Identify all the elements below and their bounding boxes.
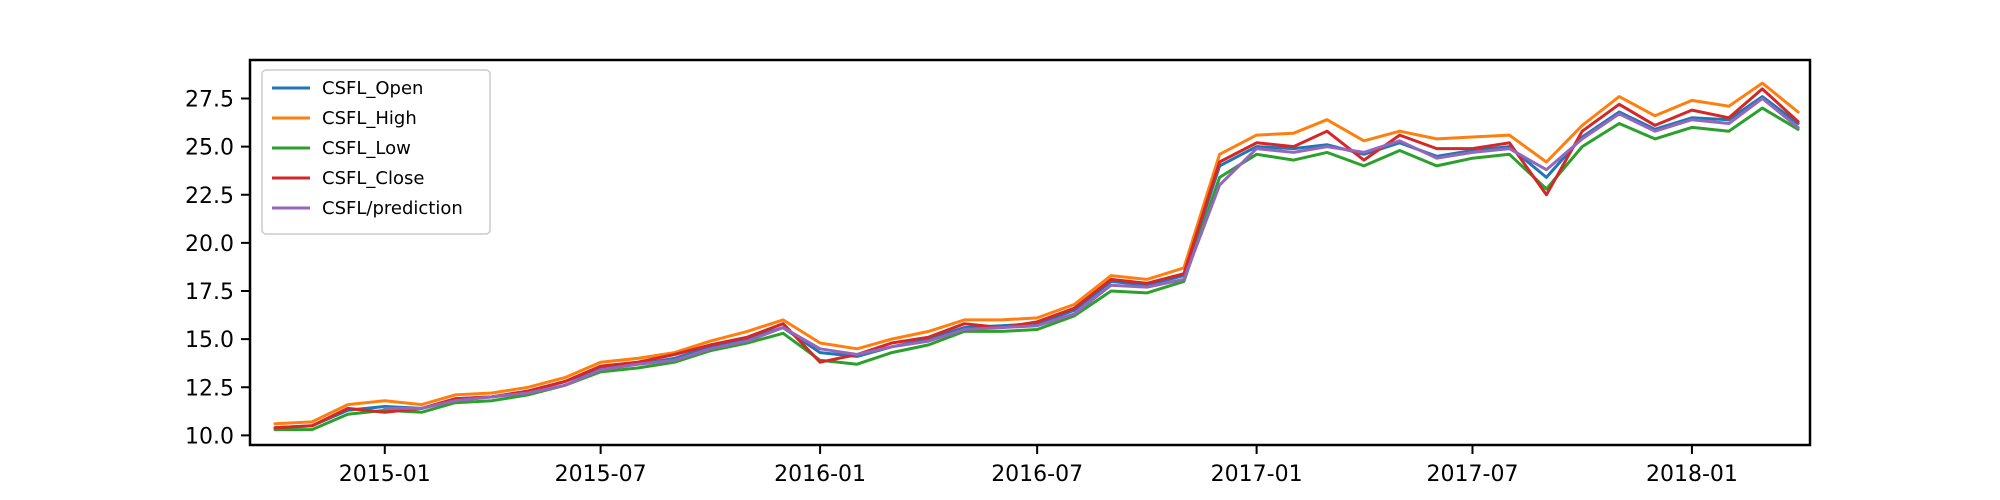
series-line-2 (273, 81, 1800, 426)
y-tick-label: 22.5 (185, 184, 234, 209)
y-tick-label: 10.0 (185, 424, 234, 449)
y-tick-label: 20.0 (185, 232, 234, 257)
legend-label: CSFL_Open (322, 78, 423, 99)
x-tick-label: 2017-01 (1211, 462, 1303, 487)
x-tick-label: 2017-07 (1427, 462, 1519, 487)
legend: CSFL_Open CSFL_High CSFL_Low CSFL_Close CSFL… (261, 69, 491, 235)
x-tick-label: 2015-01 (339, 462, 431, 487)
x-tick-label: 2018-01 (1646, 462, 1738, 487)
y-tick-label: 15.0 (185, 328, 234, 353)
series-line-4 (273, 87, 1800, 430)
legend-label: CSFL/prediction (322, 198, 463, 219)
y-tick-label: 17.5 (185, 280, 234, 305)
series-line-3 (273, 106, 1800, 432)
y-tick-label: 25.0 (185, 136, 234, 161)
x-tick-label: 2016-07 (991, 462, 1083, 487)
axes-frame (248, 58, 1812, 447)
x-tick-label: 2015-07 (555, 462, 647, 487)
x-tick-label: 2016-01 (774, 462, 866, 487)
legend-label: CSFL_High (322, 108, 417, 129)
legend-box (261, 69, 491, 235)
legend-label: CSFL_Low (322, 138, 411, 159)
series-line-5 (383, 97, 1800, 410)
axes-layer: 10.0 12.5 15.0 17.5 20.0 22.5 25.0 27.5 2015-01 2… (185, 58, 1812, 487)
y-tick-label: 12.5 (185, 376, 234, 401)
series-layer (273, 81, 1800, 432)
legend-label: CSFL_Close (322, 168, 424, 189)
y-tick-label: 27.5 (185, 88, 234, 113)
